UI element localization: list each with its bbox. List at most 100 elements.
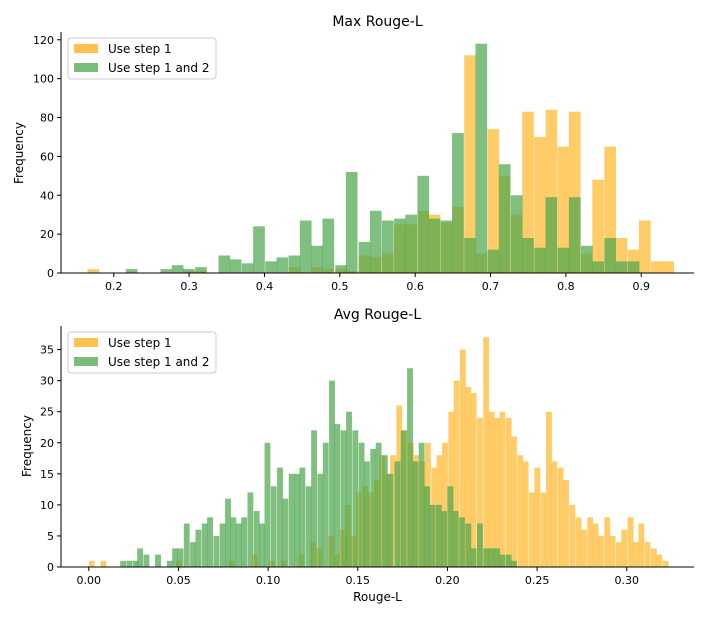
bar-step12 [311,245,323,273]
x-tick-label: 0.25 [525,574,550,587]
bar-step1 [651,261,663,273]
bar-step12 [235,523,242,567]
bar-step1 [604,517,611,567]
bar-step12 [435,504,442,567]
bar-step12 [358,442,365,567]
bar-step1 [522,461,529,567]
bar-step12 [568,197,581,273]
x-tick-label: 0.7 [482,280,500,293]
bar-step1 [511,436,517,567]
y-tick-label: 0 [47,561,54,574]
bar-step12 [218,255,231,273]
bar-step1 [568,111,581,273]
bar-step1 [638,523,645,567]
y-tick-label: 15 [40,468,54,481]
bar-step1 [546,411,552,567]
bar-step1 [616,542,622,567]
bar-step12 [259,523,265,567]
axes-layer: 0.2 0.3 0.4 0.5 0.6 0.7 0.8 0.9 0 20 40 60 80 100 120 [33,32,694,293]
bar-step12 [511,560,517,567]
x-axis-label: Rouge-L [353,590,402,604]
bar-step12 [125,269,138,273]
bar-step12 [447,486,454,567]
bar-step12 [592,261,604,273]
bar-step12 [253,511,260,567]
bar-step12 [288,473,295,567]
bar-step12 [487,249,500,273]
bar-step12 [375,442,382,567]
bar-step12 [352,430,359,567]
y-tick-label: 40 [40,189,54,202]
bar-step12 [241,263,254,273]
y-tick-label: 30 [40,375,54,388]
bar-step12 [322,442,329,567]
bar-step12 [440,220,453,273]
bar-step12 [381,455,388,567]
bars-layer [88,337,669,567]
bar-step12 [195,529,202,567]
bar-step12 [470,548,477,567]
bar-step12 [627,261,640,273]
bar-step1 [465,386,472,567]
bar-step12 [369,210,382,273]
bar-step12 [382,220,394,273]
bar-step12 [418,442,425,567]
bar-step12 [400,430,407,567]
bar-step1 [662,261,675,273]
bar-step1 [581,529,587,567]
bar-step12 [160,269,173,273]
bar-step12 [407,368,413,567]
bar-step12 [171,265,184,273]
bar-step12 [126,560,133,567]
bar-step12 [580,245,593,273]
bar-step1 [557,467,564,567]
bar-step1 [464,55,476,273]
legend-label-step12: Use step 1 and 2 [108,61,209,75]
bar-step12 [412,461,419,567]
legend-swatch-step12 [74,63,98,72]
chart-title: Max Rouge-L [332,14,422,30]
bar-step12 [424,486,430,567]
y-tick-label: 20 [40,437,54,450]
bar-step1 [598,535,604,567]
bar-step1 [522,111,534,273]
bar-step1 [604,146,616,273]
bar-step12 [172,548,179,567]
chart-title: Avg Rouge-L [334,307,421,323]
bar-step12 [294,473,300,567]
bar-step1 [453,380,460,567]
x-tick-label: 0.3 [180,280,198,293]
bar-step1 [442,442,448,567]
bar-step1 [609,535,616,567]
bar-step1 [529,492,535,567]
bar-step12 [429,504,436,567]
bar-step1 [88,560,95,567]
bar-step1 [575,517,582,567]
bar-step12 [305,486,312,567]
max-rouge-chart: Max Rouge-L Frequency 0.2 0.3 0.4 0.5 0.6 0.7… [12,14,694,293]
bar-step12 [483,548,490,567]
y-tick-label: 10 [40,499,54,512]
bar-step12 [545,197,558,273]
bar-step1 [627,517,634,567]
bar-step12 [322,218,335,273]
bar-step12 [329,380,335,567]
bar-step1 [615,238,628,273]
bar-step1 [545,109,558,274]
legend: Use step 1 Use step 1 and 2 [67,37,217,80]
y-tick-label: 60 [40,150,54,163]
bar-step12 [270,486,277,567]
bar-step12 [219,523,226,567]
bar-step1 [534,467,541,567]
bar-step12 [394,461,401,567]
bar-step12 [213,535,220,567]
bar-step1 [587,517,594,567]
bar-step12 [317,473,324,567]
bar-step12 [201,523,208,567]
legend-frame [67,37,217,80]
bar-step12 [464,238,476,273]
bar-step12 [405,214,418,273]
bar-step1 [656,554,663,567]
bar-step12 [452,133,464,273]
x-tick-label: 0.5 [331,280,349,293]
